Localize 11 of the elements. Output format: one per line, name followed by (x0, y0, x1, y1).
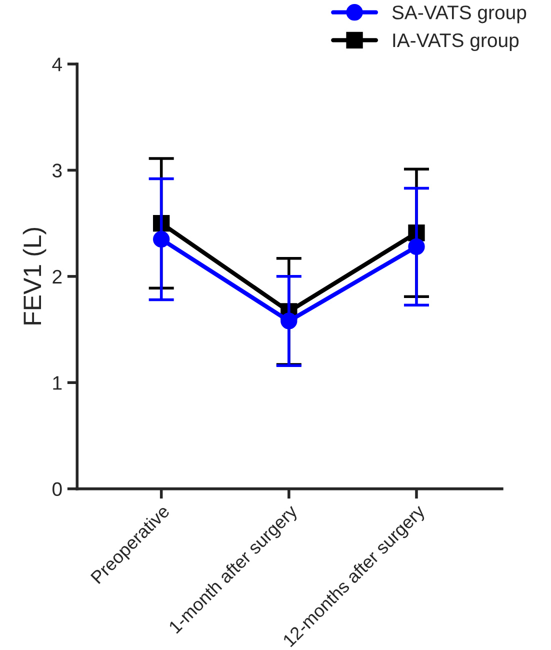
legend-label: SA-VATS group (392, 6, 526, 24)
y-tick-label: 4 (52, 58, 62, 72)
point (408, 238, 425, 256)
y-tick-label: 1 (53, 376, 62, 390)
point (153, 230, 170, 248)
y-axis-title: FEV1 (L) (22, 228, 46, 324)
y-tick-label: 0 (52, 482, 62, 496)
legend-label: IA-VATS group (393, 33, 519, 52)
point (280, 312, 298, 330)
y-tick-label: 2 (52, 270, 62, 284)
y-tick-label: 3 (52, 164, 62, 178)
